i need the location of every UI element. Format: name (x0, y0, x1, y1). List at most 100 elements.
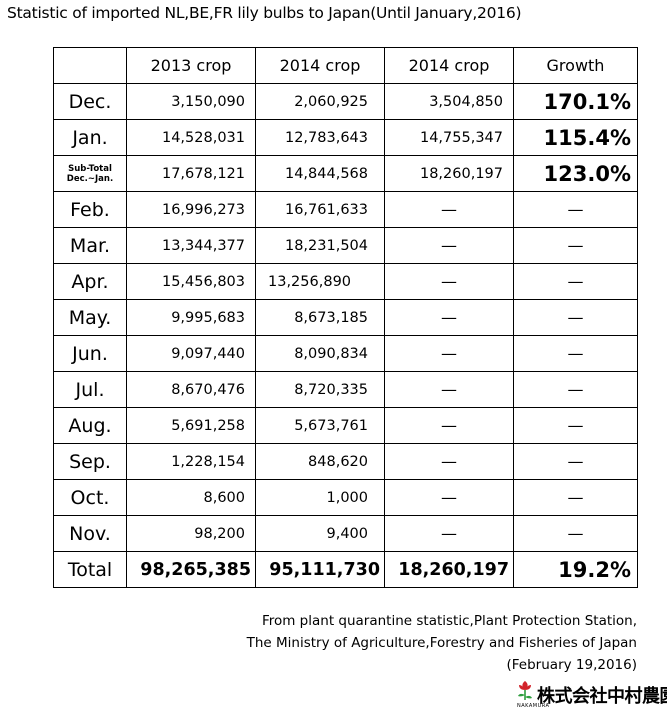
subtotal-row: Sub-Total Dec.~Jan. 17,678,121 14,844,56… (53, 155, 638, 192)
total-label: Total (53, 551, 127, 588)
row-month: Dec. (53, 83, 127, 120)
table-row: Aug. 5,691,258 5,673,761 — — (53, 407, 638, 444)
cell-growth: — (513, 443, 638, 480)
cell-2013: 9,097,440 (126, 335, 256, 372)
page-title: Statistic of imported NL,BE,FR lily bulb… (7, 4, 522, 22)
cell-2014-current: — (384, 263, 514, 300)
subtotal-label-line2: Dec.~Jan. (66, 173, 114, 184)
cell-2013: 16,996,273 (126, 191, 256, 228)
table-row: Feb. 16,996,273 16,761,633 — — (53, 191, 638, 228)
header-blank (53, 47, 127, 84)
company-logo: 株式会社中村農園 NAKAMURA (515, 678, 667, 712)
cell-growth: — (513, 371, 638, 408)
cell-2014-current: — (384, 479, 514, 516)
cell-growth: — (513, 515, 638, 552)
cell-2013: 15,456,803 (126, 263, 256, 300)
total-2014: 95,111,730 (255, 551, 385, 588)
cell-2014-current: — (384, 515, 514, 552)
cell-2014: 2,060,925 (255, 83, 385, 120)
cell-2014: 16,761,633 (255, 191, 385, 228)
cell-growth: — (513, 407, 638, 444)
flower-logo-icon (518, 681, 532, 700)
cell-2014-current: — (384, 191, 514, 228)
cell-2014-current: — (384, 407, 514, 444)
company-name-romaji: NAKAMURA (517, 703, 550, 709)
table-row: Sep. 1,228,154 848,620 — — (53, 443, 638, 480)
cell-2013: 5,691,258 (126, 407, 256, 444)
source-line-1: From plant quarantine statistic,Plant Pr… (261, 613, 637, 629)
cell-2014: 9,400 (255, 515, 385, 552)
cell-growth: — (513, 191, 638, 228)
header-2014-crop-current: 2014 crop (384, 47, 514, 84)
table-row: Nov. 98,200 9,400 — — (53, 515, 638, 552)
total-growth: 19.2% (513, 551, 638, 588)
row-month: Mar. (53, 227, 127, 264)
row-month: Sep. (53, 443, 127, 480)
cell-2014-current: 18,260,197 (384, 155, 514, 192)
row-month: Jan. (53, 119, 127, 156)
cell-growth: — (513, 263, 638, 300)
import-statistics-table: 2013 crop 2014 crop 2014 crop Growth Dec… (53, 47, 638, 588)
cell-2013: 8,670,476 (126, 371, 256, 408)
row-month: Oct. (53, 479, 127, 516)
table-row: May. 9,995,683 8,673,185 — — (53, 299, 638, 336)
cell-2014: 18,231,504 (255, 227, 385, 264)
header-2014-crop: 2014 crop (255, 47, 385, 84)
cell-2013: 14,528,031 (126, 119, 256, 156)
header-growth: Growth (513, 47, 638, 84)
cell-2014-current: — (384, 371, 514, 408)
cell-2013: 13,344,377 (126, 227, 256, 264)
row-month: Nov. (53, 515, 127, 552)
table-row: Jul. 8,670,476 8,720,335 — — (53, 371, 638, 408)
cell-2013: 17,678,121 (126, 155, 256, 192)
row-month: Apr. (53, 263, 127, 300)
table-row: Oct. 8,600 1,000 — — (53, 479, 638, 516)
cell-2013: 9,995,683 (126, 299, 256, 336)
table-row: Mar. 13,344,377 18,231,504 — — (53, 227, 638, 264)
subtotal-label-line1: Sub-Total (68, 163, 112, 174)
cell-2013: 3,150,090 (126, 83, 256, 120)
source-note: From plant quarantine statistic,Plant Pr… (247, 610, 637, 676)
cell-2014: 848,620 (255, 443, 385, 480)
cell-2014: 12,783,643 (255, 119, 385, 156)
cell-growth: — (513, 299, 638, 336)
cell-2014-current: — (384, 335, 514, 372)
cell-2014: 8,673,185 (255, 299, 385, 336)
header-row: 2013 crop 2014 crop 2014 crop Growth (53, 47, 638, 84)
company-name: 株式会社中村農園 (537, 686, 667, 707)
table-row: Jun. 9,097,440 8,090,834 — — (53, 335, 638, 372)
cell-2014: 14,844,568 (255, 155, 385, 192)
table-row: Jan. 14,528,031 12,783,643 14,755,347 11… (53, 119, 638, 156)
cell-2013: 98,200 (126, 515, 256, 552)
cell-2014-current: 14,755,347 (384, 119, 514, 156)
source-line-2: The Ministry of Agriculture,Forestry and… (246, 635, 637, 651)
cell-2013: 1,228,154 (126, 443, 256, 480)
cell-2014: 13,256,890 (255, 263, 385, 300)
cell-2013: 8,600 (126, 479, 256, 516)
header-2013-crop: 2013 crop (126, 47, 256, 84)
row-month: Feb. (53, 191, 127, 228)
cell-growth: 115.4% (513, 119, 638, 156)
table-row: Dec. 3,150,090 2,060,925 3,504,850 170.1… (53, 83, 638, 120)
total-row: Total 98,265,385 95,111,730 18,260,197 1… (53, 551, 638, 588)
source-date: (February 19,2016) (506, 657, 637, 673)
row-month: Aug. (53, 407, 127, 444)
row-month: Jun. (53, 335, 127, 372)
cell-2014-current: — (384, 227, 514, 264)
cell-growth: — (513, 479, 638, 516)
cell-growth: 123.0% (513, 155, 638, 192)
cell-2014-current: 3,504,850 (384, 83, 514, 120)
subtotal-label: Sub-Total Dec.~Jan. (53, 155, 127, 192)
cell-growth: — (513, 227, 638, 264)
table-row: Apr. 15,456,803 13,256,890 — — (53, 263, 638, 300)
cell-2014-current: — (384, 443, 514, 480)
total-2014-current: 18,260,197 (384, 551, 514, 588)
row-month: Jul. (53, 371, 127, 408)
cell-2014: 5,673,761 (255, 407, 385, 444)
cell-2014-current: — (384, 299, 514, 336)
cell-2014: 8,090,834 (255, 335, 385, 372)
cell-2014: 1,000 (255, 479, 385, 516)
cell-2014: 8,720,335 (255, 371, 385, 408)
cell-growth: — (513, 335, 638, 372)
total-2013: 98,265,385 (126, 551, 256, 588)
